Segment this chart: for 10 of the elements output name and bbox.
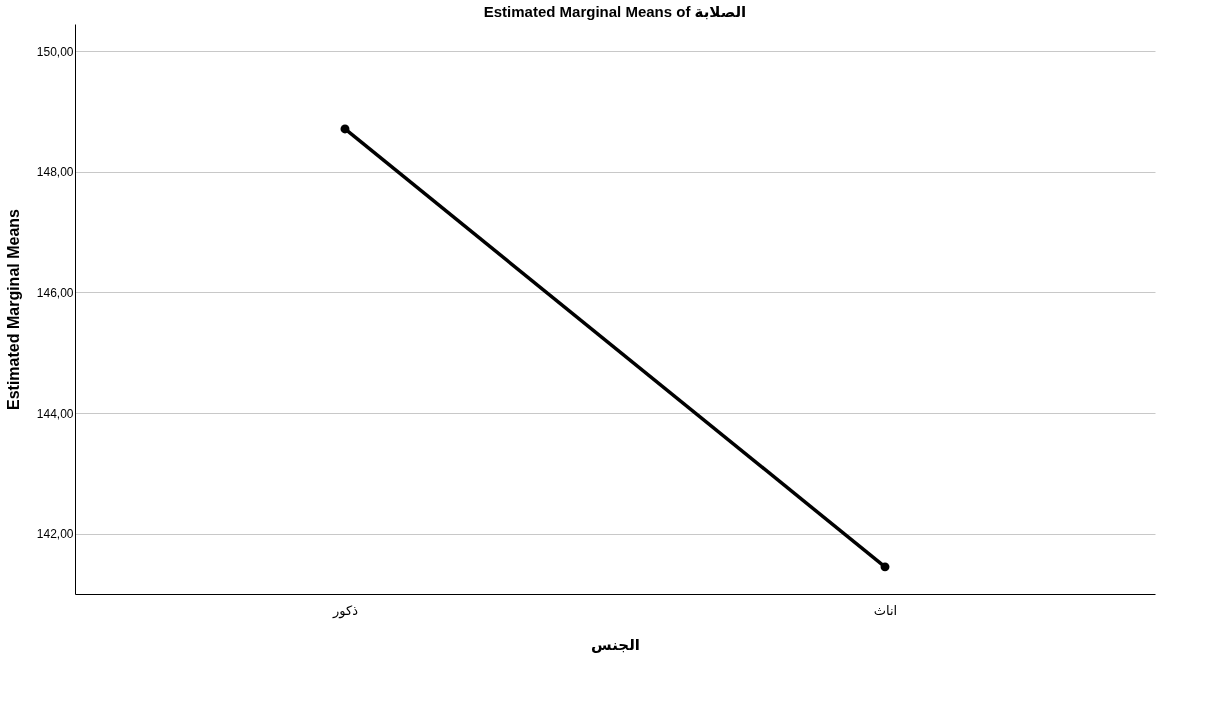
y-axis-title: Estimated Marginal Means <box>4 208 22 410</box>
y-tick-label: 144,00 <box>36 406 74 421</box>
x-axis-title: الجنس <box>591 635 640 653</box>
x-tick-label: ذكور <box>332 602 359 619</box>
x-tick-label: اناث <box>873 602 898 618</box>
y-tick-label: 150,00 <box>36 44 74 59</box>
y-tick-label: 148,00 <box>36 165 74 180</box>
y-tick-label: 146,00 <box>36 285 74 300</box>
chart-title: Estimated Marginal Means of الصلابة <box>483 3 747 20</box>
y-tick-label: 142,00 <box>36 527 74 542</box>
